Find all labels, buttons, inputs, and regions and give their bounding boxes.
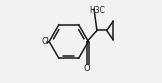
Text: H3C: H3C xyxy=(90,6,105,15)
Text: O: O xyxy=(84,63,90,73)
Text: Cl: Cl xyxy=(42,37,50,46)
